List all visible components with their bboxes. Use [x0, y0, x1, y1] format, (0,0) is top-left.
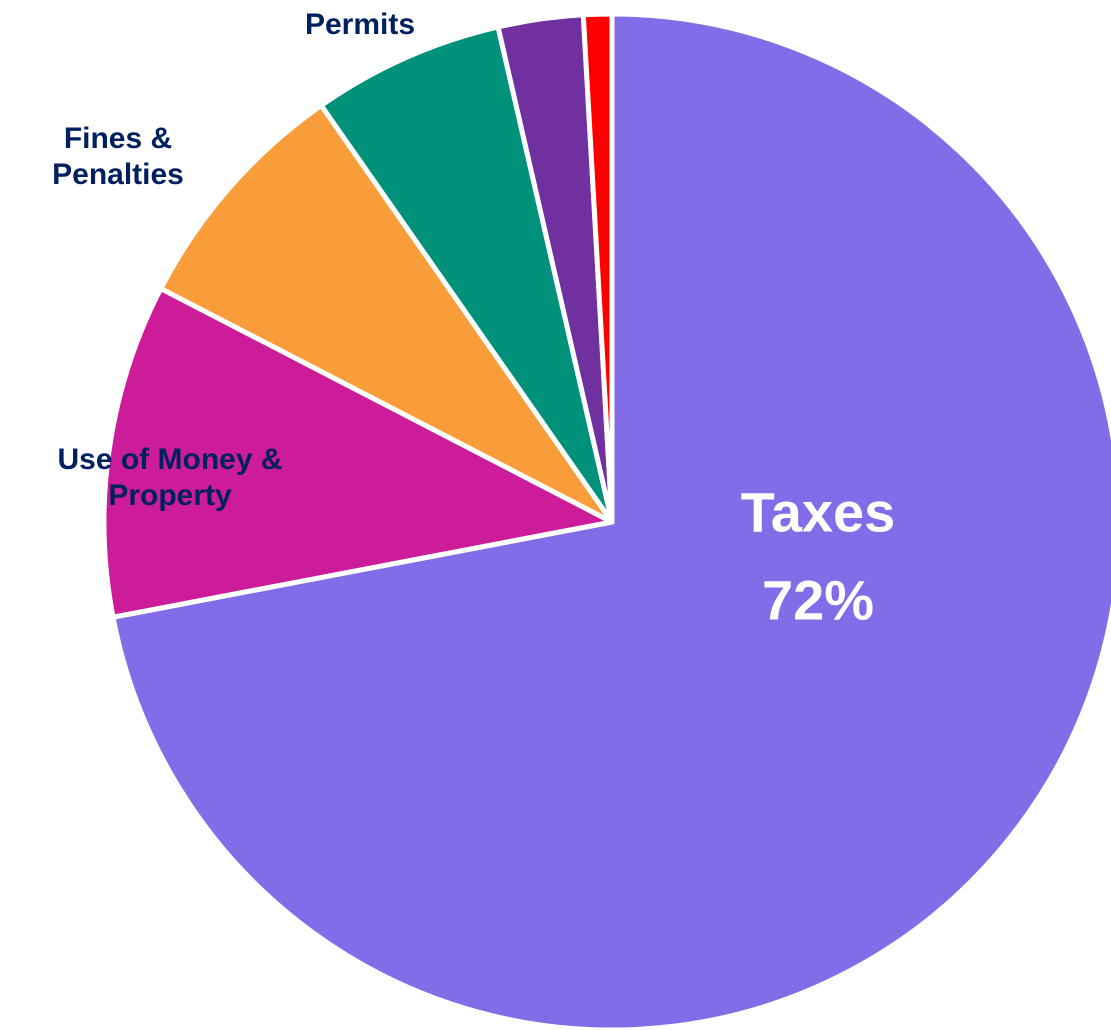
slice-label: Taxes — [740, 480, 896, 544]
pie-slice — [110, 11, 1111, 1030]
pie-slice — [318, 24, 615, 525]
slice-label: Permits — [304, 8, 416, 41]
pie-slice — [158, 102, 615, 525]
pie-slice — [101, 286, 615, 620]
slice-label: Fines & Penalties — [52, 122, 184, 191]
value-label: 72% — [761, 568, 875, 632]
pie-slice — [580, 11, 615, 525]
slice-label: Use of Money & Property — [57, 443, 283, 512]
